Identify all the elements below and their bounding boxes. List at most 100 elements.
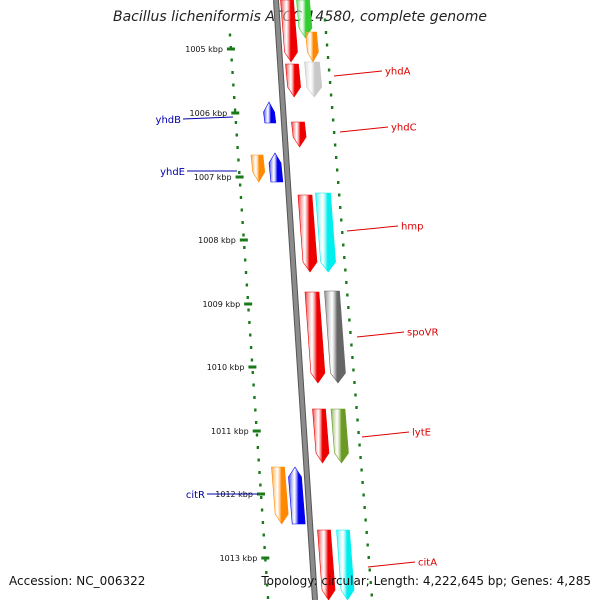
left-ring-dot [249,333,252,337]
kbp-tick-label: 1005 kbp [185,45,223,54]
left-ring-dot [249,346,253,349]
right-ring-dot [342,243,345,247]
right-ring-dot [343,256,346,259]
left-ring-dot [264,558,267,562]
left-ring-dot [244,271,248,274]
right-ring-dot [323,18,327,22]
right-ring-dot [326,56,330,59]
gene-leader-line [367,561,416,568]
right-ring-dot [362,493,365,497]
right-ring-dot [358,443,361,447]
gene-label-left: yhdE [160,167,185,178]
gene-arrow-blue-yhdB [263,101,277,124]
left-ring-dot [240,208,244,212]
right-ring-dot [335,168,339,172]
right-ring-dot [338,193,341,197]
right-ring-dot [347,306,350,309]
left-ring-dot [254,408,257,412]
kbp-tick-label: 1006 kbp [190,109,228,118]
gene-arrow-cyan [315,192,336,273]
right-ring-dot [345,281,348,284]
left-ring-dot [259,483,262,487]
kbp-tick-mark [244,302,253,306]
right-ring-dot [361,481,364,484]
right-ring-dot [352,368,355,372]
gene-leader-line [346,225,399,232]
backbone-line [274,0,317,600]
gene-arrow-blue-citR [288,466,306,525]
right-ring-dot [365,531,368,534]
gene-arrow-orange-yhdE [250,154,266,183]
left-ring-dot [233,96,236,99]
gene-label-left: yhdB [156,115,182,126]
right-ring-dot [363,506,366,509]
left-ring-dot [231,71,234,74]
left-ring-dot [238,183,242,187]
left-ring-dot [246,296,249,299]
gene-arrow-olive [330,408,349,464]
gene-leader-line [339,126,389,133]
right-ring-dot [351,356,354,359]
left-ring-dot [235,133,238,137]
gene-arrow-red-yhdC [291,121,307,148]
right-ring-dot [350,343,353,347]
left-ring-dot [230,58,233,62]
gene-leader-line [182,116,234,120]
gene-arrow-gray [304,61,323,98]
gene-label-right: spoVR [407,328,439,339]
left-ring-dot [238,171,241,174]
gene-arrow-darkgray [324,290,346,384]
right-ring-dot [327,68,331,72]
right-ring-dot [359,456,362,459]
accession-text: Accession: NC_006322 [9,574,146,588]
left-ring-dot [232,83,235,87]
kbp-tick-label: 1010 kbp [207,363,245,372]
right-ring-dot [364,518,367,522]
gene-arrow-red-hmp [297,194,318,273]
right-ring-dot [328,81,332,84]
left-ring-dot [234,121,238,124]
left-ring-dot [248,321,251,324]
gene-arrow-cyan-bottom [336,529,355,600]
left-ring-dot [237,158,240,162]
gene-arrow-orange [305,31,319,63]
left-ring-dot [228,33,232,37]
right-ring-dot [340,218,343,222]
left-ring-dot [250,358,254,362]
gene-label-right: yhdC [391,123,417,134]
left-ring-dot [251,371,254,374]
right-ring-dot [348,318,351,322]
left-ring-dot [265,571,268,574]
kbp-tick-label: 1011 kbp [211,427,249,436]
left-ring-dot [257,458,260,462]
left-ring-dot [255,433,259,437]
kbp-tick-mark [235,175,244,179]
left-ring-dot [241,221,244,224]
right-ring-dot [360,468,363,472]
kbp-tick-mark [248,365,257,369]
left-ring-dot [253,396,256,399]
kbp-tick-mark [252,429,261,433]
left-ring-dot [254,421,258,424]
left-ring-dot [265,583,269,587]
kbp-tick-mark [239,238,248,242]
right-ring-dot [355,406,358,409]
right-ring-dot [334,156,338,159]
kbp-tick-label: 1009 kbp [202,300,240,309]
left-ring-dot [243,258,247,262]
kbp-tick-mark [231,111,240,115]
right-ring-dot [332,131,336,134]
right-ring-dot [370,593,373,597]
left-ring-dot [260,496,263,499]
gene-leader-line [356,331,405,338]
left-ring-dot [247,308,250,312]
right-ring-dot [346,293,349,297]
left-ring-dot [258,471,261,474]
right-ring-dot [324,31,328,34]
right-ring-dot [368,568,371,572]
gene-label-right: citA [418,558,437,569]
right-ring-dot [325,43,329,47]
kbp-tick-label: 1007 kbp [194,173,232,182]
gene-label-right: lytE [412,428,431,439]
